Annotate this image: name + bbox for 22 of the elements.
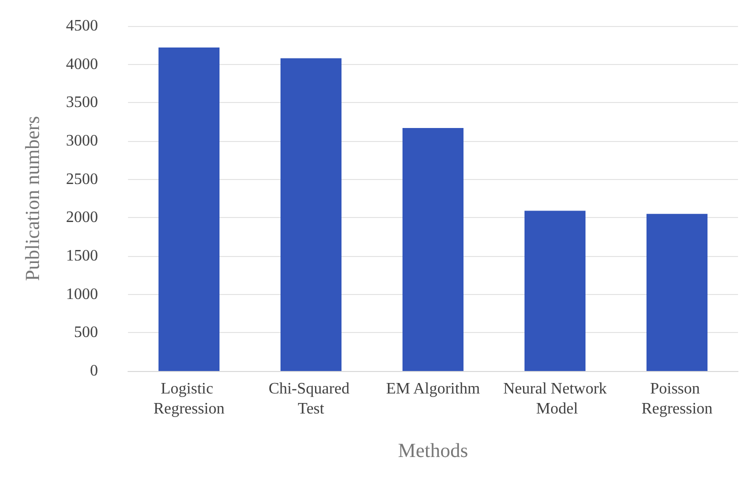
y-tick-label: 4500	[66, 18, 98, 34]
x-tick-label: Neural Network Model	[503, 380, 607, 418]
y-tick-label: 3500	[66, 94, 98, 112]
y-tick-label: 3000	[66, 132, 98, 150]
bar	[158, 47, 220, 371]
y-axis-title: Publication numbers	[22, 116, 44, 281]
x-tick-label: Logistic Regression	[153, 380, 225, 418]
y-tick-label: 500	[74, 324, 98, 342]
y-tick-label: 4000	[66, 56, 98, 73]
x-tick-label: EM Algorithm	[386, 380, 480, 398]
bar	[280, 58, 342, 371]
y-tick-label: 1500	[66, 248, 98, 264]
bar	[524, 210, 586, 371]
y-tick-label: 0	[90, 362, 98, 380]
y-tick-label: 2000	[66, 209, 98, 226]
x-axis-title: Methods	[398, 440, 468, 462]
x-tick-label: Poisson Regression	[641, 380, 713, 418]
bar	[646, 214, 708, 371]
y-tick-label: 2500	[66, 170, 98, 188]
x-tick-label: Chi-Squared Test	[268, 380, 354, 418]
bar	[402, 128, 464, 371]
y-tick-label: 1000	[66, 286, 98, 303]
